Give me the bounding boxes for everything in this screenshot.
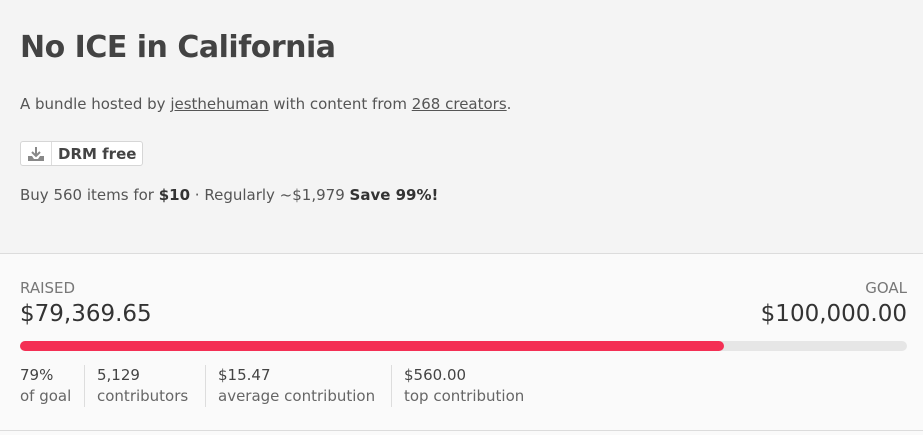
progress-fill xyxy=(20,341,724,351)
goal-amount: $100,000.00 xyxy=(760,301,907,327)
stat-label: contributors xyxy=(97,387,189,405)
host-link[interactable]: jesthehuman xyxy=(170,95,269,113)
stat: $15.47 average contribution xyxy=(205,365,375,407)
stat-value: 79% xyxy=(20,366,54,384)
bundle-header: No ICE in California A bundle hosted by … xyxy=(0,30,923,254)
stat: 79% of goal xyxy=(20,365,71,407)
separator xyxy=(51,142,52,165)
title: No ICE in California xyxy=(20,30,336,65)
byline-text: with content from xyxy=(268,95,412,113)
stat-value: $15.47 xyxy=(218,366,271,384)
progress-section: RAISED GOAL $79,369.65 $100,000.00 79% of… xyxy=(0,254,923,431)
price: $10 xyxy=(158,186,191,204)
stat: $560.00 top contribution xyxy=(391,365,524,407)
savings: Save 99%! xyxy=(349,186,439,204)
offer-text: Buy 560 items for xyxy=(20,186,159,204)
byline-text: . xyxy=(506,95,512,113)
stat-label: top contribution xyxy=(404,387,525,405)
drm-badge: DRM free xyxy=(20,141,144,166)
offer-text: · Regularly ~$1,979 xyxy=(190,186,350,204)
creators-link[interactable]: 268 creators xyxy=(411,95,507,113)
goal-label: GOAL xyxy=(865,279,907,297)
stat-value: 5,129 xyxy=(97,366,140,384)
stat: 5,129 contributors xyxy=(84,365,188,407)
stat-label: average contribution xyxy=(218,387,376,405)
raised-amount: $79,369.65 xyxy=(20,301,152,327)
badge-text: DRM free xyxy=(58,144,137,163)
raised-label: RAISED xyxy=(20,279,76,297)
stat-label: of goal xyxy=(20,387,72,405)
byline-text: A bundle hosted by xyxy=(20,95,171,113)
offer: Buy 560 items for $10 · Regularly ~$1,97… xyxy=(20,186,438,204)
stat-value: $560.00 xyxy=(404,366,467,384)
progress-track xyxy=(20,341,907,351)
byline: A bundle hosted by jesthehuman with cont… xyxy=(20,95,511,113)
download-icon xyxy=(28,146,44,161)
